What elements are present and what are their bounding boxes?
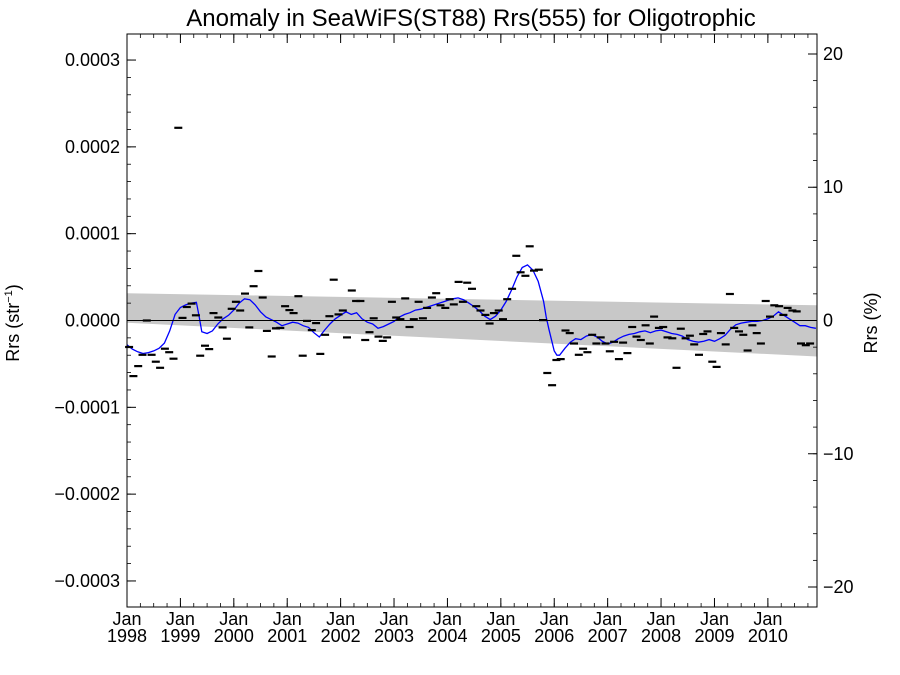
axes-layer: 0.0003 0.0002 0.0001 0.0000 −0.0001 −0.0002 −0… bbox=[54, 33, 854, 646]
y-tick-label: 0.0000 bbox=[65, 311, 120, 331]
anomaly-points-layer bbox=[125, 126, 815, 387]
x-tick-month: Jan bbox=[753, 609, 782, 629]
x-tick-year: 2005 bbox=[481, 626, 521, 646]
x-tick-year: 2002 bbox=[321, 626, 361, 646]
x-tick-year: 2007 bbox=[588, 626, 628, 646]
x-tick-month: Jan bbox=[433, 609, 462, 629]
x-tick-year: 2009 bbox=[694, 626, 734, 646]
x-tick-year: 2001 bbox=[267, 626, 307, 646]
x-tick-year: 2006 bbox=[534, 626, 574, 646]
x-tick-year: 1998 bbox=[107, 626, 147, 646]
x-tick-month: Jan bbox=[112, 609, 141, 629]
x-tick-year: 2004 bbox=[427, 626, 467, 646]
y-tick-label: −0.0003 bbox=[54, 571, 120, 591]
chart-title: Anomaly in SeaWiFS(ST88) Rrs(555) for Ol… bbox=[186, 5, 756, 32]
y2-tick-label: 0 bbox=[823, 311, 833, 331]
x-tick-month: Jan bbox=[486, 609, 515, 629]
y-tick-label: 0.0002 bbox=[65, 137, 120, 157]
x-tick-month: Jan bbox=[166, 609, 195, 629]
x-tick-year: 2000 bbox=[214, 626, 254, 646]
x-tick-year: 2008 bbox=[641, 626, 681, 646]
y-tick-label: 0.0001 bbox=[65, 224, 120, 244]
x-tick-month: Jan bbox=[647, 609, 676, 629]
x-tick-month: Jan bbox=[540, 609, 569, 629]
x-tick-year: 2003 bbox=[374, 626, 414, 646]
y2-tick-label: −20 bbox=[823, 577, 854, 597]
x-tick-month: Jan bbox=[273, 609, 302, 629]
y-axis-title: Rrs (str−1) bbox=[3, 284, 23, 362]
x-tick-month: Jan bbox=[593, 609, 622, 629]
y-tick-label: −0.0002 bbox=[54, 484, 120, 504]
y2-tick-label: −10 bbox=[823, 444, 854, 464]
x-tick-year: 2010 bbox=[748, 626, 788, 646]
y-axis-title-superscript: −1 bbox=[3, 290, 15, 303]
x-tick-month: Jan bbox=[380, 609, 409, 629]
x-tick-month: Jan bbox=[326, 609, 355, 629]
x-tick-year: 1999 bbox=[160, 626, 200, 646]
x-tick-month: Jan bbox=[219, 609, 248, 629]
y-axis-title-main: Rrs (str bbox=[3, 303, 23, 362]
y-tick-label: −0.0001 bbox=[54, 397, 120, 417]
x-tick-month: Jan bbox=[700, 609, 729, 629]
y2-axis-title: Rrs (%) bbox=[861, 293, 881, 354]
y2-tick-label: 10 bbox=[823, 177, 843, 197]
y-tick-label: 0.0003 bbox=[65, 50, 120, 70]
y-axis-title-close: ) bbox=[3, 284, 23, 290]
y2-tick-label: 20 bbox=[823, 44, 843, 64]
